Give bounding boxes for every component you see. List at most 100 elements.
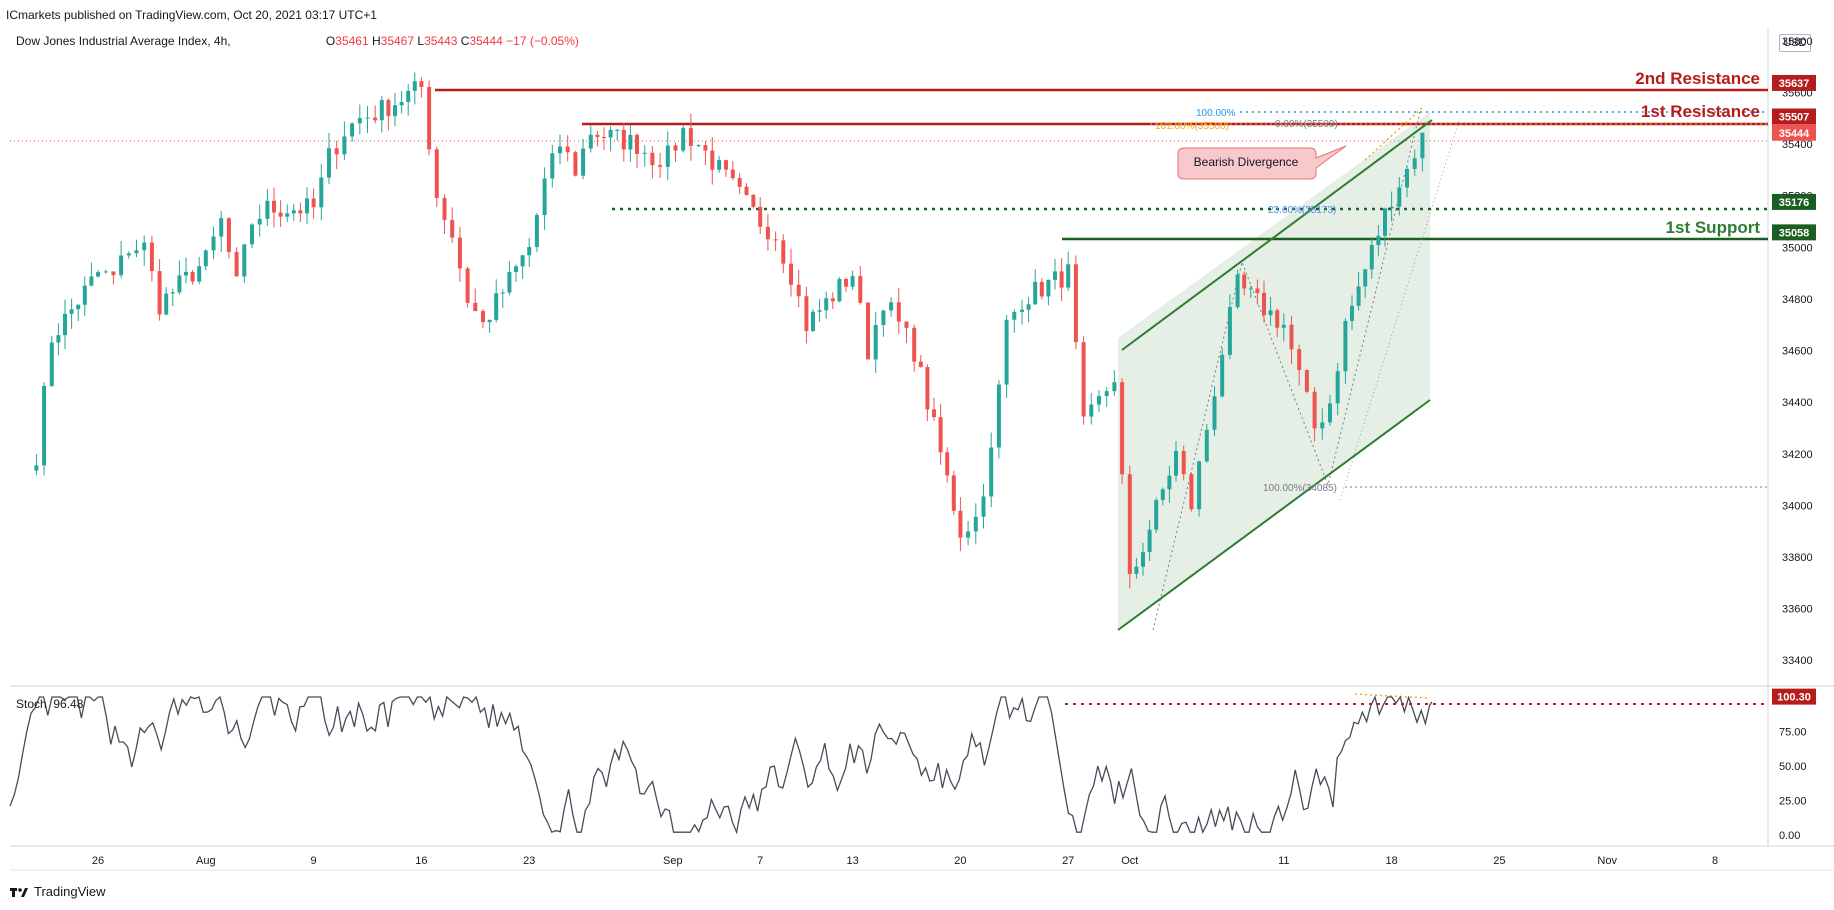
candle-body — [1420, 132, 1425, 159]
candle-body — [250, 224, 254, 245]
tradingview-logo-icon — [10, 887, 28, 897]
candle-body — [406, 90, 411, 103]
candle-body — [1066, 264, 1071, 288]
candle-body — [673, 145, 678, 151]
candle-body — [520, 255, 525, 267]
candle-body — [658, 165, 663, 167]
candle-body — [615, 129, 620, 131]
candle-body — [1089, 404, 1094, 417]
candle-body — [1046, 279, 1051, 297]
candle-body — [665, 145, 670, 167]
candle-body — [773, 239, 778, 241]
candle-body — [850, 276, 855, 287]
candle-body — [1147, 529, 1152, 553]
price-tick-label: 34600 — [1782, 346, 1813, 358]
candle-body — [63, 313, 67, 336]
candle-body — [1235, 274, 1240, 308]
price-tick-label: 34400 — [1782, 397, 1813, 409]
time-tick-label: 26 — [92, 855, 104, 867]
price-tag-label: 35507 — [1779, 112, 1810, 124]
candle-body — [1312, 391, 1317, 429]
candle-body — [494, 293, 499, 320]
candle-body — [588, 134, 593, 149]
candle-body — [379, 99, 384, 121]
candle-body — [82, 285, 87, 305]
trend-dotted-line — [1339, 117, 1461, 501]
candle-body — [628, 134, 633, 150]
candle-body — [393, 105, 397, 117]
time-tick-label: 23 — [523, 855, 535, 867]
candle-body — [1376, 235, 1381, 246]
candle-body — [285, 213, 290, 217]
candle-body — [1104, 391, 1109, 397]
candle-body — [811, 311, 815, 331]
currency-button[interactable]: USD — [1779, 34, 1811, 52]
candle-body — [1262, 292, 1266, 316]
price-tag — [1772, 224, 1816, 241]
candle-body — [1174, 450, 1178, 476]
bearish-divergence-callout[interactable] — [1177, 145, 1347, 180]
time-tick-label: Nov — [1597, 855, 1617, 867]
candle-body — [49, 342, 54, 386]
candle-body — [1281, 324, 1286, 328]
price-tick-label: 35000 — [1782, 242, 1813, 254]
candle-body — [1320, 422, 1325, 429]
candle-body — [481, 311, 485, 323]
candle-body — [858, 276, 863, 303]
symbol-name[interactable]: Dow Jones Industrial Average Index, 4h, — [16, 34, 231, 48]
candle-body — [149, 242, 154, 272]
candle-body — [1120, 382, 1125, 475]
candle-body — [142, 242, 147, 251]
candle-body — [278, 212, 283, 217]
candle-body — [595, 134, 600, 137]
candle-body — [1167, 475, 1172, 490]
time-tick-label: Oct — [1121, 855, 1138, 867]
candle-body — [184, 271, 188, 276]
price-tick-label: 33800 — [1782, 552, 1813, 564]
candle-body — [1328, 403, 1332, 423]
candle-body — [134, 250, 139, 254]
stoch-tick-label: 25.00 — [1779, 795, 1807, 807]
candle-body — [34, 465, 39, 471]
time-tick-label: 11 — [1278, 855, 1289, 867]
channel-upper-line[interactable] — [1121, 119, 1433, 351]
price-tick-label: 34000 — [1782, 500, 1813, 512]
candle-body — [272, 200, 276, 213]
price-tag — [1772, 193, 1816, 210]
candle-body — [844, 279, 848, 287]
candle-body — [319, 177, 324, 208]
time-axis[interactable]: 26 Aug 9 16 23 Sep 7 13 20 27 Oct 11 18 25 Nov 8 — [92, 855, 1718, 867]
candle-body — [507, 272, 512, 293]
candle-body — [703, 145, 708, 151]
candle-body — [126, 253, 131, 256]
candle-body — [1289, 324, 1294, 350]
tradingview-footer[interactable]: TradingView — [10, 884, 106, 899]
candle-body — [203, 250, 208, 267]
stoch-legend[interactable]: Stoch 96.48 — [16, 697, 83, 711]
time-tick-label: Aug — [196, 855, 216, 867]
candle-body — [419, 81, 424, 88]
candle-body — [1097, 396, 1101, 405]
candle-body — [1220, 354, 1225, 397]
candle-body — [42, 385, 47, 466]
symbol-legend: Dow Jones Industrial Average Index, 4h, … — [16, 34, 579, 48]
channel-lower-line[interactable] — [1117, 399, 1431, 631]
candle-body — [966, 531, 971, 538]
time-tick-label: 9 — [311, 855, 317, 867]
candle-body — [89, 276, 94, 286]
candle-body — [334, 148, 339, 155]
time-tick-label: 8 — [1712, 855, 1718, 867]
candle-body — [1275, 310, 1280, 328]
candle-body — [573, 152, 578, 176]
candle-body — [327, 148, 331, 178]
candle-body — [1297, 349, 1302, 371]
publish-info: ICmarkets published on TradingView.com, … — [6, 8, 377, 22]
candle-body — [796, 284, 801, 297]
price-tag-label: 35058 — [1779, 227, 1810, 239]
candle-body — [765, 226, 770, 240]
candle-body — [1026, 304, 1031, 310]
candle-body — [457, 237, 462, 269]
candle-body — [1033, 281, 1038, 305]
candle-body — [958, 510, 963, 538]
